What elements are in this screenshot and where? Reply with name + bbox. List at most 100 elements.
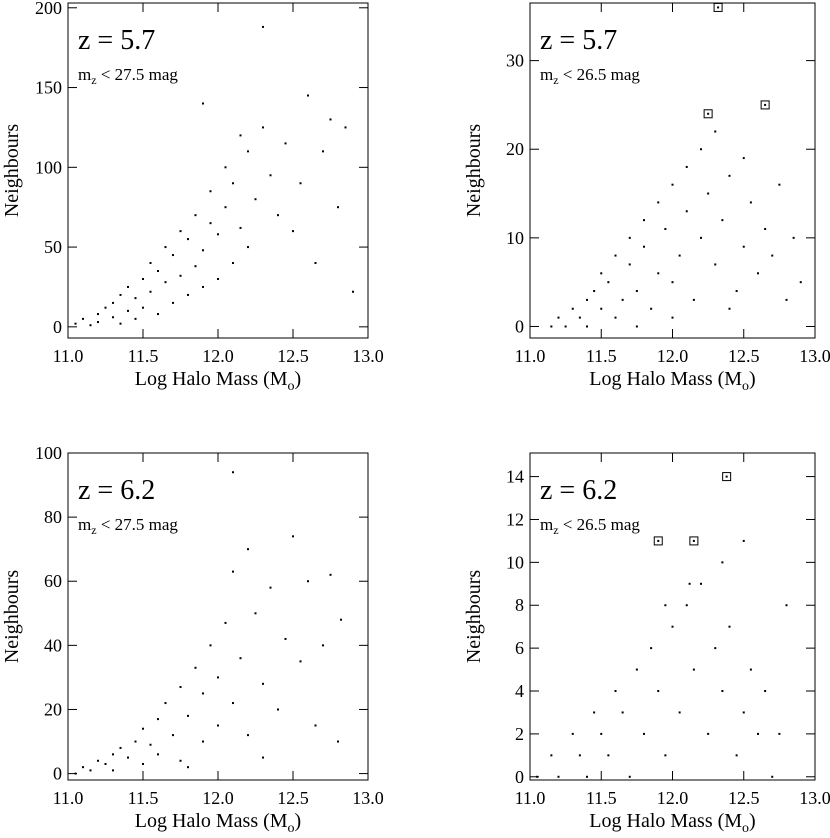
point (127, 285, 129, 288)
point (89, 769, 92, 772)
point (224, 206, 227, 209)
point (224, 621, 227, 624)
point (742, 245, 745, 248)
point (112, 769, 114, 772)
point (728, 625, 731, 628)
point (322, 644, 324, 647)
point (232, 570, 234, 573)
point (742, 539, 745, 542)
point (664, 604, 667, 607)
point (799, 281, 802, 284)
point (179, 274, 182, 277)
point (685, 604, 688, 607)
point (307, 94, 309, 97)
point (344, 126, 347, 129)
x-axis-label: Log Halo Mass (Mo) (135, 368, 301, 394)
point (164, 246, 167, 249)
point (127, 756, 129, 759)
point (352, 290, 354, 293)
point (621, 298, 624, 301)
x-axis-label-part: o (288, 821, 295, 836)
point (536, 775, 539, 778)
point (757, 272, 759, 275)
point (657, 272, 660, 275)
point (157, 313, 159, 316)
point (785, 604, 788, 607)
annotation: z = 5.7 (540, 25, 617, 56)
point (217, 724, 219, 727)
x-tick-label: 12.5 (728, 788, 760, 808)
subtitle-part: < 26.5 mag (559, 515, 641, 534)
x-axis-label-part: Log Halo Mass (M (589, 368, 742, 390)
point (194, 214, 197, 217)
y-tick-label: 10 (506, 552, 524, 572)
y-tick-label: 4 (515, 681, 524, 701)
point (299, 182, 302, 185)
point (232, 182, 234, 185)
point (628, 775, 631, 778)
point (284, 142, 287, 145)
point (671, 183, 674, 186)
point (557, 775, 560, 778)
point (717, 6, 720, 9)
boxed-point (760, 100, 770, 110)
y-tick-label: 8 (515, 595, 524, 615)
point (74, 772, 77, 775)
point (329, 573, 332, 576)
point (202, 740, 204, 743)
point (678, 711, 681, 714)
subtitle-part: z (91, 73, 96, 87)
point (164, 281, 167, 284)
point (97, 759, 99, 762)
point (721, 219, 724, 222)
point (179, 230, 182, 233)
point (628, 236, 631, 239)
point (600, 732, 603, 735)
point (329, 118, 332, 121)
point (262, 126, 264, 129)
point (262, 756, 264, 759)
point (586, 298, 588, 301)
point (337, 206, 339, 209)
point (657, 201, 660, 204)
point (688, 582, 691, 585)
point (692, 539, 695, 542)
point (277, 214, 279, 217)
point (721, 690, 724, 693)
x-axis-label-part: o (288, 379, 295, 394)
y-tick-label: 100 (35, 157, 62, 177)
point (179, 686, 182, 689)
x-axis-label-part: ) (295, 810, 302, 832)
point (164, 702, 167, 705)
point (142, 762, 144, 765)
boxed-point (689, 536, 699, 546)
x-axis-label: Log Halo Mass (Mo) (589, 810, 755, 836)
y-axis-label: Neighbours (1, 124, 23, 218)
point (714, 263, 717, 266)
point (224, 166, 227, 169)
point (119, 293, 122, 296)
x-axis-label-part: o (742, 379, 749, 394)
point (628, 263, 631, 266)
point (664, 754, 667, 757)
x-tick-label: 11.5 (128, 788, 159, 808)
point (650, 647, 653, 650)
point (187, 766, 189, 769)
point (262, 25, 264, 28)
point (742, 711, 745, 714)
point (685, 165, 688, 168)
x-tick-label: 12.0 (202, 788, 234, 808)
y-tick-label: 0 (53, 317, 62, 337)
point (232, 471, 234, 474)
point (82, 317, 84, 320)
point (134, 297, 137, 300)
point (292, 535, 294, 538)
point (671, 316, 674, 319)
point (728, 307, 731, 310)
point (269, 174, 272, 177)
point (600, 307, 603, 310)
point (112, 301, 114, 304)
point (764, 103, 767, 106)
point (714, 130, 717, 133)
x-tick-label: 11.5 (586, 346, 617, 366)
